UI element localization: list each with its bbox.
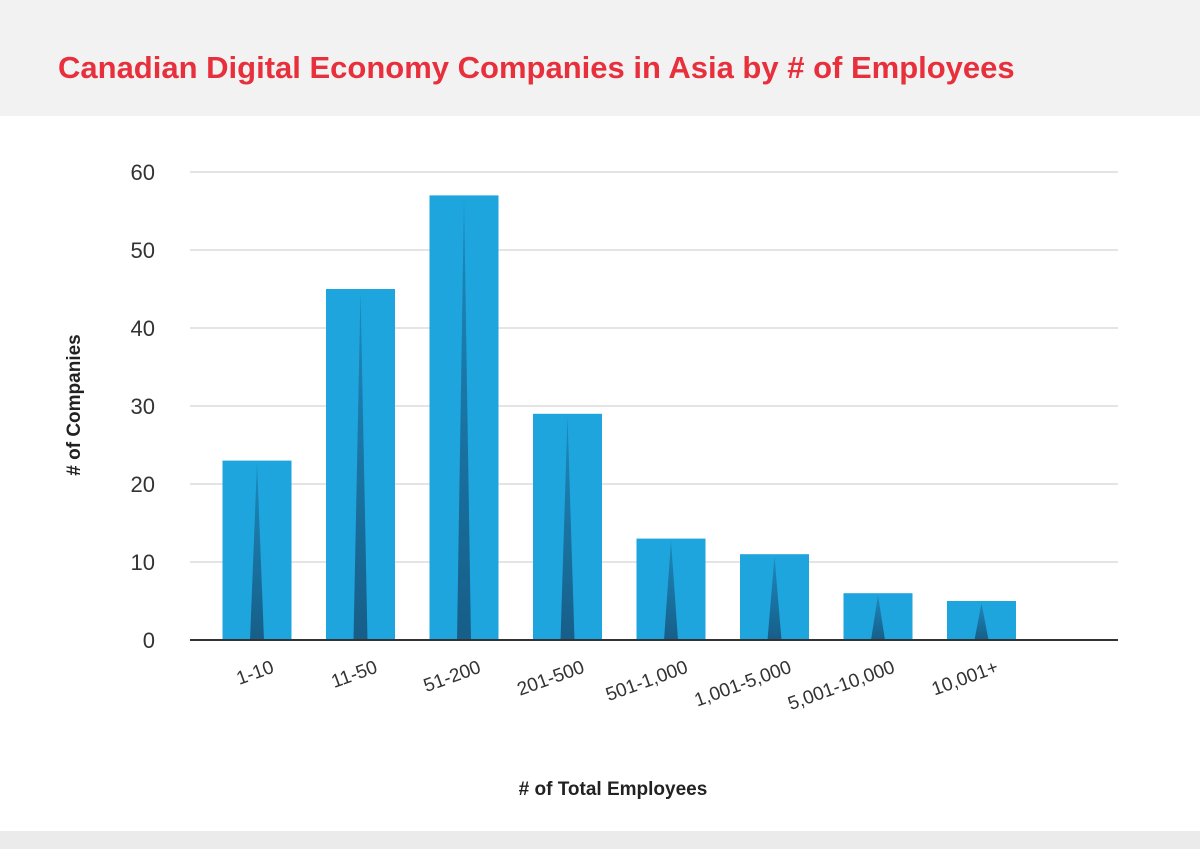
footer-band xyxy=(0,831,1200,849)
y-axis-title: # of Companies xyxy=(64,334,85,475)
x-axis-ticks: 1-10 11-50 51-200 201-500 501-1,000 1,001-5,0… xyxy=(234,657,1001,715)
bar-group xyxy=(636,538,706,640)
bars xyxy=(222,195,1016,640)
x-tick-label: 10,001+ xyxy=(929,657,1001,700)
x-axis-title: # of Total Employees xyxy=(519,779,708,800)
bar-shade xyxy=(353,291,368,640)
x-tick-label: 501-1,000 xyxy=(603,657,691,706)
y-tick-label: 0 xyxy=(143,628,155,653)
bar-group xyxy=(222,460,292,640)
bar-shade xyxy=(457,197,471,640)
y-tick-label: 30 xyxy=(131,394,155,419)
bar-shade xyxy=(560,415,575,640)
header-band: Canadian Digital Economy Companies in As… xyxy=(0,0,1200,116)
bar-group xyxy=(740,554,809,640)
bar-group xyxy=(429,195,499,640)
x-tick-label: 5,001-10,000 xyxy=(785,657,897,715)
bar-group xyxy=(533,413,602,640)
bar-shade xyxy=(250,462,264,640)
bar-shade xyxy=(974,603,989,640)
y-axis-ticks: 0 10 20 30 40 50 60 xyxy=(131,160,155,653)
bar-shade xyxy=(767,556,782,640)
x-tick-label: 51-200 xyxy=(421,657,484,697)
bar-shade xyxy=(664,540,678,640)
y-tick-label: 10 xyxy=(131,550,155,575)
bar-group xyxy=(326,289,395,640)
y-tick-label: 50 xyxy=(131,238,155,263)
bar-group xyxy=(947,601,1016,640)
bar-shade xyxy=(871,595,885,640)
y-tick-label: 60 xyxy=(131,160,155,185)
x-tick-label: 1,001-5,000 xyxy=(692,657,794,711)
bar-group xyxy=(843,593,913,640)
chart-title: Canadian Digital Economy Companies in As… xyxy=(58,50,1015,85)
y-tick-label: 40 xyxy=(131,316,155,341)
y-tick-label: 20 xyxy=(131,472,155,497)
x-tick-label: 11-50 xyxy=(329,657,381,693)
x-tick-label: 1-10 xyxy=(234,657,277,690)
bar-chart: 0 10 20 30 40 50 60 1-10 11-50 51-200 201-500 501-… xyxy=(64,160,1118,800)
x-tick-label: 201-500 xyxy=(514,657,587,701)
